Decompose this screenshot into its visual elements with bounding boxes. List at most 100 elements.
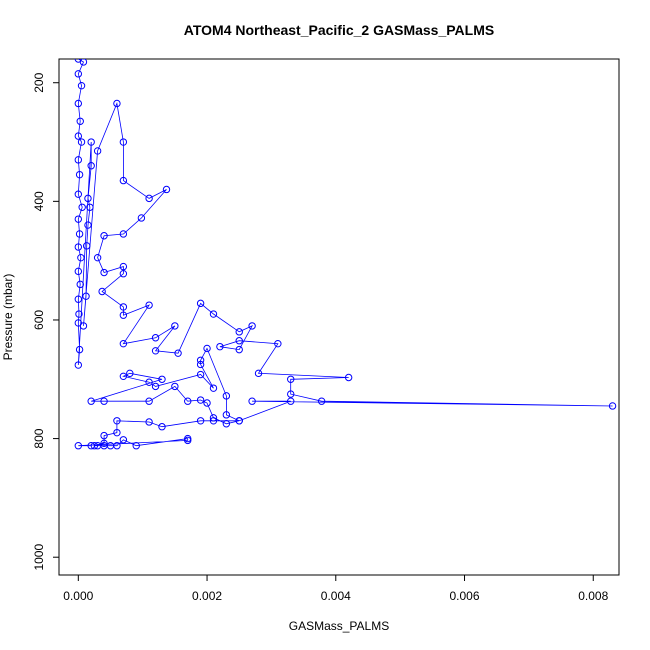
series-line [77,59,613,447]
data-point [74,267,83,276]
data-point [82,292,90,300]
y-axis: 200 400 600 800 1000 [32,72,60,571]
x-tick-label: 0.002 [192,589,222,603]
data-point [151,347,160,355]
data-point [274,339,282,348]
data-point [77,81,86,90]
data-point [77,253,85,262]
data-point [145,418,153,426]
data-point [222,420,231,428]
data-point [119,270,128,278]
data-point [145,378,153,386]
x-tick-label: 0.008 [578,589,608,603]
data-point [119,230,128,238]
chart-title: ATOM4 Northeast_Pacific_2 GASMass_PALMS [184,22,494,38]
data-point [75,345,84,354]
data-point [100,397,108,405]
data-point [184,436,192,445]
data-point [171,322,179,330]
data-point [196,370,205,379]
data-point [79,322,88,330]
data-point [196,396,205,404]
data-point [317,397,326,405]
data-point [113,417,121,425]
data-point [74,59,83,63]
data-point [158,375,166,383]
data-point [235,337,243,345]
data-point [78,203,86,211]
data-point [119,311,128,319]
data-point [93,253,102,262]
data-point [235,345,243,354]
data-point [158,423,166,431]
data-point [209,414,218,422]
data-point [100,439,108,448]
data-point [74,361,83,369]
data-point [145,301,153,309]
data-point [74,70,83,78]
x-axis: 0.000 0.002 0.004 0.006 0.008 [63,574,609,603]
data-point [74,156,83,164]
data-point [287,397,295,405]
data-point [184,397,192,405]
data-point [248,397,256,405]
data-point [119,138,128,146]
data-point [98,287,106,296]
data-point [119,262,128,271]
y-tick-label: 400 [32,191,46,211]
data-point [209,417,218,425]
data-point [113,99,121,108]
data-point [209,310,218,318]
data-point [151,382,160,391]
data-point [86,203,94,211]
data-point [222,411,231,419]
data-point [74,243,83,251]
data-point [287,375,295,383]
data-point [79,59,88,66]
data-point [76,117,84,125]
data-point [209,384,218,392]
data-point [126,369,134,378]
data-point [84,194,92,203]
data-point [254,369,263,378]
data-point [75,170,84,179]
data-point [87,162,95,170]
data-point [74,132,83,140]
data-point [196,299,205,308]
data-point [171,382,179,391]
data-point [344,373,353,382]
x-tick-label: 0.000 [63,589,93,603]
data-point [196,356,205,364]
y-tick-label: 200 [32,72,46,92]
data-point [137,214,146,222]
data-point [74,442,83,450]
y-tick-label: 1000 [32,544,46,571]
data-point [74,295,83,303]
data-point [287,390,295,398]
data-point [162,185,171,194]
data-point [113,428,121,437]
y-tick-label: 600 [32,310,46,330]
data-point [119,339,128,348]
data-point [119,436,128,444]
data-point [76,280,84,289]
data-point [82,242,91,250]
x-tick-label: 0.006 [450,589,480,603]
data-point [100,431,108,440]
data-point [203,399,211,407]
data-point [119,176,128,185]
data-point [145,397,153,405]
data-point [196,417,205,425]
data-point [74,215,83,223]
data-point [216,342,224,351]
data-point [75,230,84,238]
data-point [119,303,128,311]
data-point [151,334,160,342]
data-point [74,99,83,108]
series-group [74,59,617,450]
data-point [100,268,108,277]
data-point [77,138,86,146]
data-point [74,190,83,198]
data-point [87,442,95,450]
